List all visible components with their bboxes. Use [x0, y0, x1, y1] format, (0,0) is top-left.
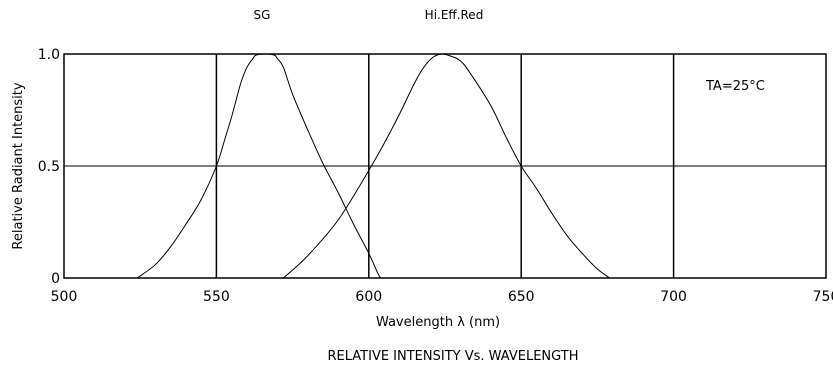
y-tick-label: 0.5 [38, 159, 60, 175]
x-tick-label: 600 [355, 289, 382, 305]
series-label-hi-eff-red: Hi.Eff.Red [425, 8, 484, 22]
x-tick-label: 500 [51, 289, 78, 305]
x-tick-label: 700 [660, 289, 687, 305]
x-tick-label: 750 [813, 289, 833, 305]
series-line-1 [283, 53, 610, 279]
y-tick-labels: 0 0.5 1.0 [38, 47, 60, 287]
y-tick-label: 0 [51, 271, 60, 287]
y-tick-label: 1.0 [38, 47, 60, 63]
y-axis-label: Relative Radiant Intensity [11, 82, 26, 249]
series-label-sg: SG [254, 8, 271, 22]
x-axis-label: Wavelength λ (nm) [376, 315, 500, 330]
x-tick-labels: 500 550 600 650 700 750 [51, 289, 833, 305]
temperature-annotation: TA=25°C [705, 79, 765, 94]
x-tick-label: 650 [508, 289, 535, 305]
plot-frame [63, 53, 827, 279]
x-tick-label: 550 [203, 289, 230, 305]
chart-title: RELATIVE INTENSITY Vs. WAVELENGTH [328, 349, 579, 364]
